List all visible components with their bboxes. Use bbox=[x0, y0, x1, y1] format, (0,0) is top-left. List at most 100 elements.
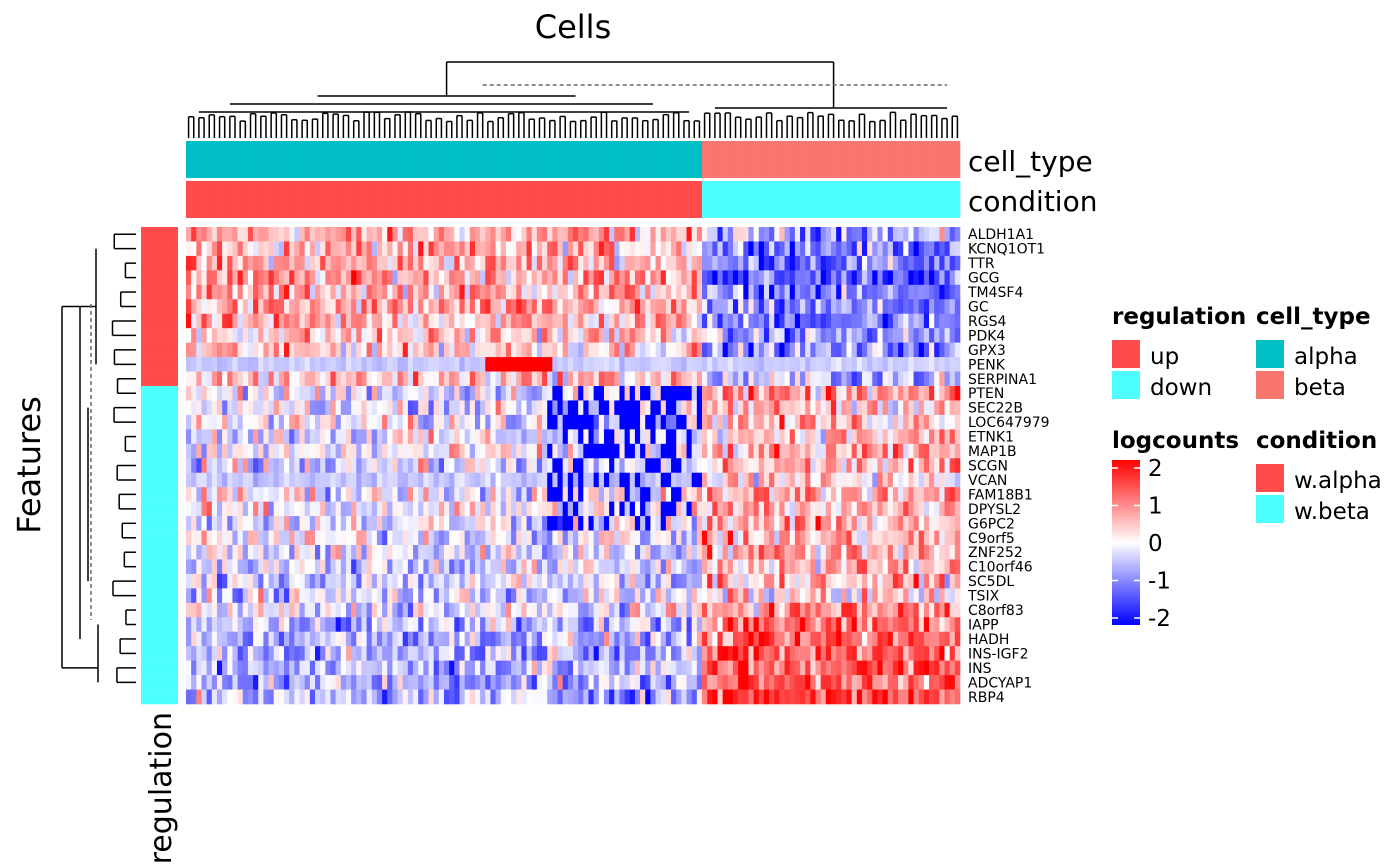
heatmap-cell bbox=[841, 284, 847, 300]
heatmap-cell bbox=[413, 357, 419, 372]
cell-type-annotation-cell bbox=[898, 141, 904, 178]
heatmap-cell bbox=[196, 617, 202, 633]
heatmap-cell bbox=[505, 386, 512, 401]
heatmap-cell bbox=[903, 443, 909, 459]
heatmap-cell bbox=[810, 313, 816, 329]
heatmap-cell bbox=[949, 386, 956, 401]
heatmap-cell bbox=[681, 255, 687, 271]
heatmap-cell bbox=[872, 487, 878, 502]
heatmap-cell bbox=[464, 371, 471, 387]
heatmap-cell bbox=[495, 530, 502, 546]
heatmap-cell bbox=[929, 400, 935, 416]
heatmap-cell bbox=[201, 573, 207, 589]
cell-type-annotation-cell bbox=[521, 141, 527, 178]
heatmap-cell bbox=[562, 443, 569, 459]
heatmap-cell bbox=[691, 631, 698, 647]
heatmap-cell bbox=[629, 472, 636, 488]
heatmap-cell bbox=[578, 530, 584, 546]
heatmap-cell bbox=[877, 414, 883, 430]
cell-type-annotation-cell bbox=[201, 141, 207, 178]
heatmap-cell bbox=[227, 400, 233, 416]
heatmap-cell bbox=[640, 443, 646, 459]
heatmap-cell bbox=[634, 270, 641, 286]
heatmap-cell bbox=[769, 270, 775, 286]
heatmap-cell bbox=[366, 284, 373, 300]
heatmap-cell bbox=[650, 602, 656, 618]
heatmap-cell bbox=[836, 458, 842, 474]
heatmap-cell bbox=[825, 328, 832, 343]
heatmap-cell bbox=[371, 255, 378, 271]
heatmap-cell bbox=[402, 255, 409, 271]
condition-annotation-cell bbox=[423, 181, 429, 218]
heatmap-cell bbox=[903, 227, 909, 242]
heatmap-cell bbox=[640, 545, 646, 560]
heatmap-cell bbox=[531, 342, 538, 358]
heatmap-cell bbox=[562, 299, 569, 315]
heatmap-cell bbox=[944, 270, 950, 286]
condition-annotation-cell bbox=[469, 181, 476, 218]
heatmap-cell bbox=[196, 631, 202, 647]
heatmap-cell bbox=[748, 472, 754, 488]
heatmap-cell bbox=[330, 313, 336, 329]
heatmap-cell bbox=[397, 472, 404, 488]
heatmap-cell bbox=[676, 429, 682, 445]
heatmap-cell bbox=[505, 227, 512, 242]
heatmap-cell bbox=[325, 255, 331, 271]
heatmap-cell bbox=[345, 602, 352, 618]
condition-annotation-cell bbox=[531, 181, 538, 218]
condition-annotation-cell bbox=[763, 181, 770, 218]
heatmap-cell bbox=[898, 602, 904, 618]
heatmap-cell bbox=[851, 573, 858, 589]
heatmap-cell bbox=[717, 487, 723, 502]
heatmap-cell bbox=[892, 472, 899, 488]
heatmap-cell bbox=[216, 487, 223, 502]
heatmap-cell bbox=[583, 284, 589, 300]
heatmap-cell bbox=[536, 371, 543, 387]
condition-annotation-cell bbox=[882, 181, 889, 218]
heatmap-cell bbox=[206, 617, 213, 633]
heatmap-cell bbox=[717, 414, 723, 430]
heatmap-cell bbox=[474, 386, 481, 401]
heatmap-cell bbox=[717, 472, 723, 488]
heatmap-cell bbox=[650, 588, 656, 604]
heatmap-cell bbox=[516, 602, 522, 618]
heatmap-cell bbox=[629, 342, 636, 358]
heatmap-cell bbox=[500, 443, 507, 459]
heatmap-cell bbox=[640, 487, 646, 502]
heatmap-cell bbox=[686, 328, 692, 343]
heatmap-cell bbox=[650, 386, 656, 401]
heatmap-cell bbox=[696, 545, 703, 560]
heatmap-cell bbox=[449, 255, 455, 271]
heatmap-cell bbox=[232, 472, 238, 488]
heatmap-cell bbox=[376, 270, 383, 286]
heatmap-cell bbox=[211, 631, 218, 647]
heatmap-cell bbox=[892, 631, 899, 647]
heatmap-cell bbox=[660, 487, 667, 502]
heatmap-cell bbox=[671, 501, 677, 517]
heatmap-cell bbox=[794, 342, 801, 358]
heatmap-cell bbox=[516, 227, 522, 242]
heatmap-cell bbox=[619, 545, 625, 560]
heatmap-cell bbox=[433, 588, 440, 604]
heatmap-cell bbox=[418, 472, 424, 488]
heatmap-cell bbox=[196, 227, 202, 242]
condition-annotation-cell bbox=[825, 181, 832, 218]
heatmap-cell bbox=[273, 227, 280, 242]
heatmap-cell bbox=[717, 386, 723, 401]
heatmap-cell bbox=[784, 227, 791, 242]
heatmap-cell bbox=[263, 270, 269, 286]
heatmap-cell bbox=[361, 443, 367, 459]
cell-type-annotation-cell bbox=[433, 141, 440, 178]
heatmap-cell bbox=[567, 573, 574, 589]
heatmap-cell bbox=[691, 270, 698, 286]
heatmap-cell bbox=[841, 516, 847, 531]
heatmap-cell bbox=[552, 602, 558, 618]
heatmap-cell bbox=[557, 342, 563, 358]
heatmap-cell bbox=[263, 371, 269, 387]
heatmap-cell bbox=[227, 501, 233, 517]
heatmap-cell bbox=[500, 501, 507, 517]
heatmap-cell bbox=[340, 516, 347, 531]
heatmap-cell bbox=[567, 545, 574, 560]
heatmap-cell bbox=[418, 241, 424, 257]
heatmap-cell bbox=[691, 386, 698, 401]
